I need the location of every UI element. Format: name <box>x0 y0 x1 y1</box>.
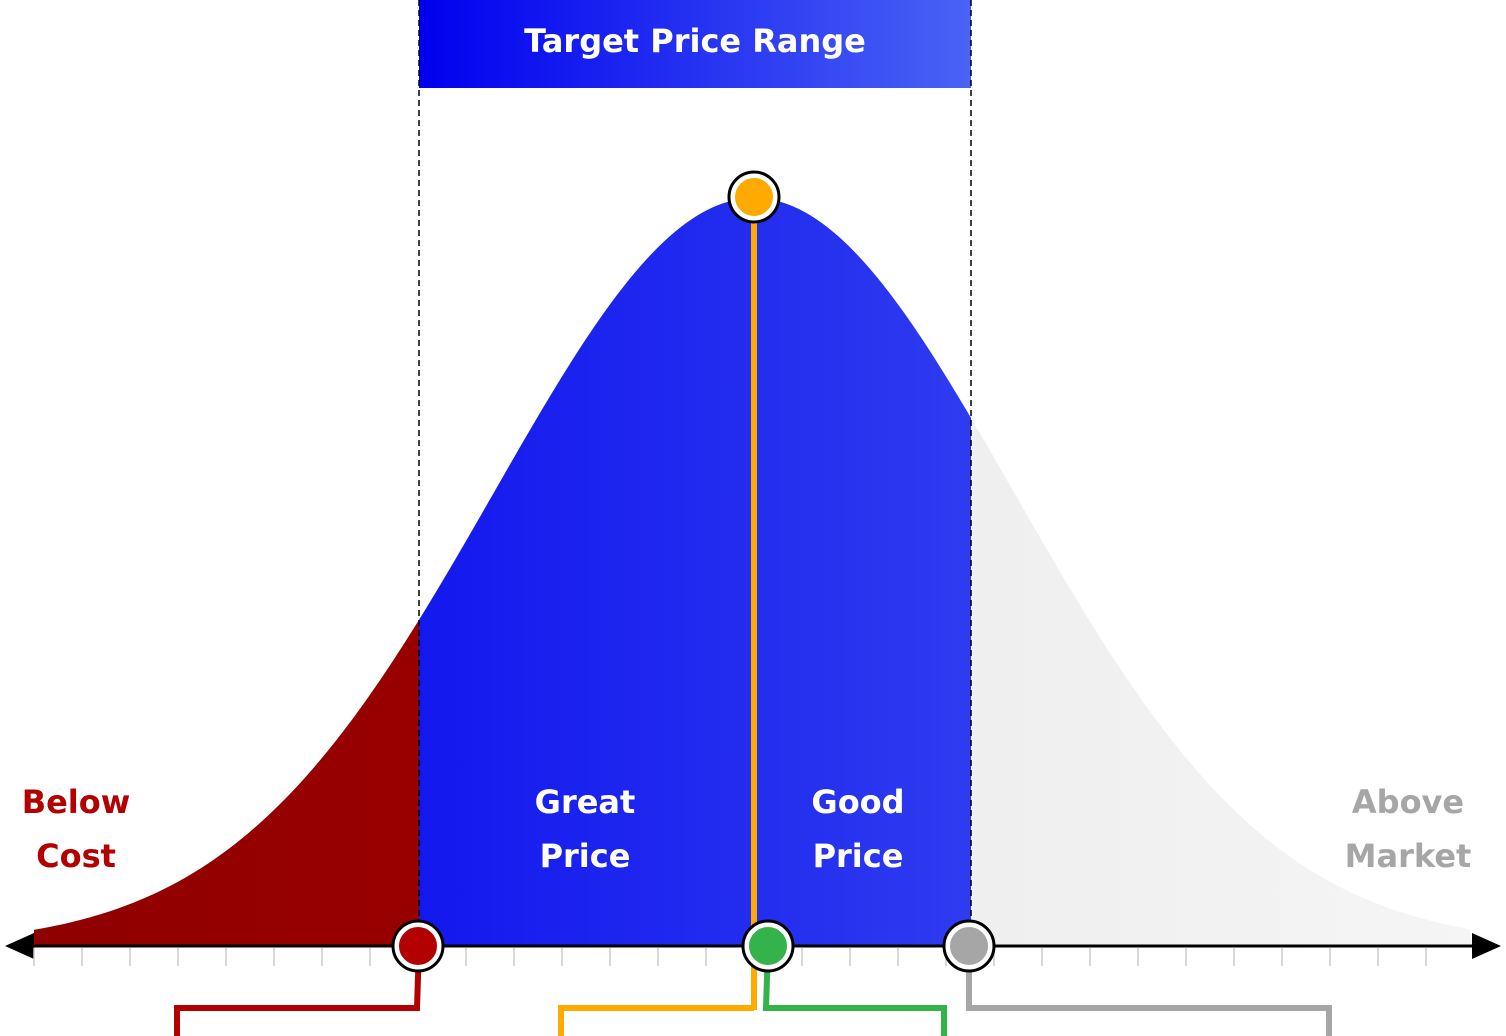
below-cost-marker-outline <box>391 919 445 973</box>
good-price-marker-outline <box>741 919 795 973</box>
below-cost-label-line1: Below <box>22 783 131 821</box>
above-market-region <box>971 417 1472 946</box>
target-price-region <box>419 198 971 946</box>
below-cost-connector <box>174 945 422 1036</box>
axis-left-arrow-icon <box>5 933 34 959</box>
good-price-marker <box>743 921 793 971</box>
good-price-label-line2: Price <box>813 837 904 875</box>
great-price-label-line1: Great <box>535 783 636 821</box>
good-price-connector <box>762 945 947 1036</box>
below-cost-region <box>34 619 419 946</box>
below-cost-label-line2: Cost <box>36 837 116 875</box>
optimal-price-marker-outline <box>727 170 781 224</box>
above-market-label-line2: Market <box>1345 837 1472 875</box>
axis-ticks <box>33 948 1427 966</box>
target-price-range-banner <box>419 0 971 88</box>
optimal-price-marker <box>729 172 779 222</box>
below-cost-marker <box>393 921 443 971</box>
above-market-marker-outline <box>942 919 996 973</box>
above-market-marker <box>944 921 994 971</box>
great-price-label-line2: Price <box>540 837 631 875</box>
above-market-label-line1: Above <box>1352 783 1464 821</box>
good-price-label-line1: Good <box>811 783 904 821</box>
optimal-price-connector <box>558 1005 754 1036</box>
axis-right-arrow-icon <box>1472 933 1501 959</box>
above-market-connector <box>966 946 1332 1036</box>
target-price-range-label: Target Price Range <box>524 22 866 60</box>
